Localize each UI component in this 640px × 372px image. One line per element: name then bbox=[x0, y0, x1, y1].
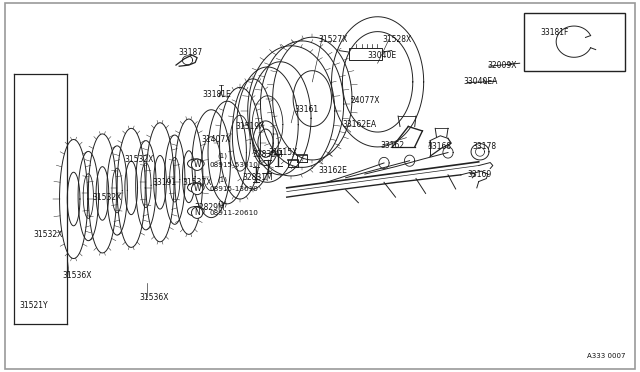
Text: 31532X: 31532X bbox=[33, 230, 63, 239]
Text: 08915-13610: 08915-13610 bbox=[210, 186, 259, 192]
Text: A333 0007: A333 0007 bbox=[588, 353, 626, 359]
Text: 33040E: 33040E bbox=[367, 51, 397, 60]
Text: 31537X: 31537X bbox=[182, 178, 212, 187]
Text: 33161: 33161 bbox=[294, 105, 319, 114]
Text: 31536X: 31536X bbox=[62, 271, 92, 280]
Text: (1): (1) bbox=[218, 177, 228, 183]
Text: 31532X: 31532X bbox=[93, 193, 122, 202]
Text: 32831M: 32831M bbox=[242, 173, 273, 182]
Text: 08915-53610: 08915-53610 bbox=[210, 162, 259, 168]
Text: (1): (1) bbox=[218, 153, 228, 160]
Text: W: W bbox=[193, 160, 201, 169]
Text: 31527X: 31527X bbox=[319, 35, 348, 44]
Text: 32829M: 32829M bbox=[194, 203, 225, 212]
Text: 33162E: 33162E bbox=[319, 166, 348, 175]
Text: 33162: 33162 bbox=[380, 141, 404, 150]
Text: 31519X: 31519X bbox=[236, 122, 265, 131]
Text: N: N bbox=[195, 208, 200, 217]
Text: 33168: 33168 bbox=[428, 142, 452, 151]
Text: 33169: 33169 bbox=[467, 170, 492, 179]
Text: 33162EA: 33162EA bbox=[342, 120, 376, 129]
Bar bbox=[524, 13, 625, 71]
Text: 31515X: 31515X bbox=[269, 148, 298, 157]
Text: (1): (1) bbox=[218, 201, 228, 207]
Text: 31528X: 31528X bbox=[383, 35, 412, 44]
Text: W: W bbox=[193, 185, 201, 193]
Text: 24077X: 24077X bbox=[351, 96, 380, 105]
Text: 33187: 33187 bbox=[178, 48, 202, 57]
Text: 33191: 33191 bbox=[152, 178, 177, 187]
Bar bbox=[349, 48, 382, 60]
Text: 33181F: 33181F bbox=[541, 28, 569, 37]
Text: 31521Y: 31521Y bbox=[19, 301, 48, 310]
Text: 32835M: 32835M bbox=[253, 150, 284, 159]
Text: 32009X: 32009X bbox=[488, 61, 517, 70]
Text: 33040EA: 33040EA bbox=[463, 77, 498, 86]
Text: 33181E: 33181E bbox=[203, 90, 232, 99]
Text: 31407X: 31407X bbox=[202, 135, 231, 144]
Text: 31536X: 31536X bbox=[140, 293, 169, 302]
Text: 08911-20610: 08911-20610 bbox=[210, 210, 259, 216]
Text: 31532X: 31532X bbox=[125, 155, 154, 164]
Text: 33178: 33178 bbox=[472, 142, 497, 151]
